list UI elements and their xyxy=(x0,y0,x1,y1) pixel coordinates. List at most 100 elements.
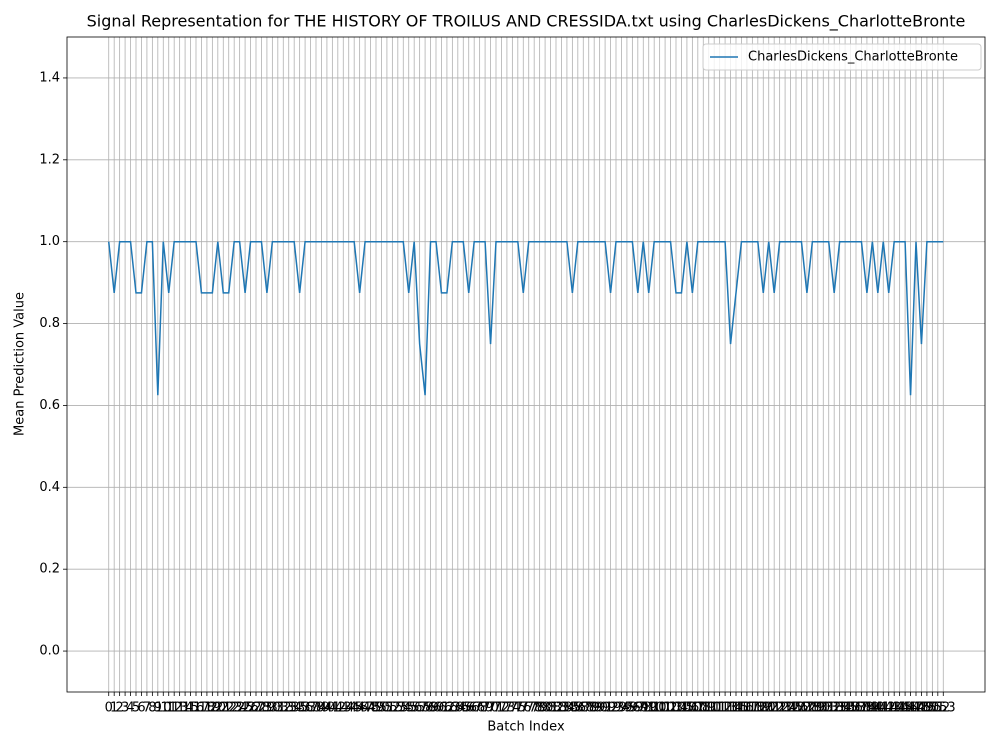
x-tick-label: 42 xyxy=(330,701,347,716)
x-tick-label: 148 xyxy=(904,701,929,716)
x-tick-label: 143 xyxy=(876,701,901,716)
x-tick-label: 121 xyxy=(756,701,781,716)
x-tick-label: 127 xyxy=(789,701,814,716)
x-tick-label: 111 xyxy=(702,701,727,716)
x-tick-label: 145 xyxy=(887,701,912,716)
x-tick-label: 79 xyxy=(531,701,548,716)
x-tick-label: 72 xyxy=(493,701,510,716)
x-tick-label: 81 xyxy=(542,701,559,716)
x-tick-label: 11 xyxy=(160,701,177,716)
x-tick-label: 0 xyxy=(105,701,113,716)
x-tick-label: 130 xyxy=(805,701,830,716)
x-tick-label: 101 xyxy=(647,701,672,716)
x-tick-label: 52 xyxy=(384,701,401,716)
x-tick-label: 27 xyxy=(248,701,265,716)
x-tick-label: 140 xyxy=(860,701,885,716)
y-axis-label: Mean Prediction Value xyxy=(13,292,28,436)
x-tick-label: 74 xyxy=(504,701,521,716)
x-tick-label: 104 xyxy=(664,701,689,716)
x-tick-label: 66 xyxy=(460,701,477,716)
x-tick-label: 149 xyxy=(909,701,934,716)
x-tick-label: 128 xyxy=(794,701,819,716)
x-tick-label: 109 xyxy=(691,701,716,716)
x-tick-label: 39 xyxy=(313,701,330,716)
x-tick-label: 113 xyxy=(713,701,738,716)
x-tick-label: 60 xyxy=(428,701,445,716)
x-tick-label: 56 xyxy=(406,701,423,716)
x-tick-label: 49 xyxy=(368,701,385,716)
x-tick-label: 61 xyxy=(433,701,450,716)
x-tick-label: 92 xyxy=(602,701,619,716)
chart-title: Signal Representation for THE HISTORY OF… xyxy=(87,12,966,32)
x-tick-label: 94 xyxy=(613,701,630,716)
x-tick-label: 58 xyxy=(417,701,434,716)
x-tick-label: 23 xyxy=(226,701,243,716)
x-tick-label: 153 xyxy=(931,701,956,716)
x-tick-label: 76 xyxy=(515,701,532,716)
x-tick-label: 99 xyxy=(640,701,657,716)
x-tick-label: 73 xyxy=(499,701,516,716)
x-tick-label: 30 xyxy=(264,701,281,716)
x-tick-label: 45 xyxy=(346,701,363,716)
x-tick-label: 80 xyxy=(537,701,554,716)
legend-box xyxy=(702,43,982,71)
x-tick-label: 20 xyxy=(210,701,227,716)
x-tick-label: 1 xyxy=(110,701,118,716)
x-tick-label: 136 xyxy=(838,701,863,716)
plot-frame xyxy=(66,36,986,693)
x-tick-label: 18 xyxy=(199,701,216,716)
x-tick-label: 107 xyxy=(680,701,705,716)
x-tick-label: 126 xyxy=(784,701,809,716)
y-tick-label: 0.8 xyxy=(39,316,60,331)
x-tick-label: 103 xyxy=(658,701,683,716)
x-tick-label: 118 xyxy=(740,701,765,716)
x-tick-label: 100 xyxy=(642,701,667,716)
x-tick-label: 93 xyxy=(608,701,625,716)
x-tick-label: 10 xyxy=(155,701,172,716)
x-tick-label: 37 xyxy=(302,701,319,716)
x-tick-label: 146 xyxy=(893,701,918,716)
x-tick-label: 12 xyxy=(166,701,183,716)
x-tick-label: 17 xyxy=(193,701,210,716)
x-tick-label: 32 xyxy=(275,701,292,716)
x-tick-label: 96 xyxy=(624,701,641,716)
y-tick-label: 0.2 xyxy=(39,562,60,577)
x-tick-label: 64 xyxy=(450,701,467,716)
x-tick-label: 54 xyxy=(395,701,412,716)
x-tick-label: 110 xyxy=(696,701,721,716)
x-tick-label: 131 xyxy=(811,701,836,716)
x-tick-label: 95 xyxy=(619,701,636,716)
x-tick-label: 88 xyxy=(580,701,597,716)
x-tick-label: 28 xyxy=(253,701,270,716)
x-tick-label: 91 xyxy=(597,701,614,716)
x-tick-label: 112 xyxy=(707,701,732,716)
x-tick-label: 78 xyxy=(526,701,543,716)
x-tick-label: 134 xyxy=(827,701,852,716)
x-tick-label: 69 xyxy=(477,701,494,716)
x-tick-label: 63 xyxy=(444,701,461,716)
x-tick-label: 108 xyxy=(685,701,710,716)
x-tick-label: 138 xyxy=(849,701,874,716)
x-tick-label: 106 xyxy=(674,701,699,716)
x-tick-label: 13 xyxy=(171,701,188,716)
x-tick-label: 133 xyxy=(822,701,847,716)
x-tick-label: 31 xyxy=(270,701,287,716)
x-tick-label: 135 xyxy=(833,701,858,716)
x-tick-label: 26 xyxy=(242,701,259,716)
x-tick-label: 115 xyxy=(724,701,749,716)
x-tick-label: 6 xyxy=(137,701,145,716)
x-tick-label: 139 xyxy=(854,701,879,716)
x-axis-label: Batch Index xyxy=(487,720,565,735)
x-tick-label: 44 xyxy=(340,701,357,716)
x-tick-label: 46 xyxy=(351,701,368,716)
x-tick-label: 35 xyxy=(291,701,308,716)
x-tick-label: 150 xyxy=(914,701,939,716)
x-tick-label: 114 xyxy=(718,701,743,716)
x-tick-label: 85 xyxy=(564,701,581,716)
x-tick-label: 48 xyxy=(362,701,379,716)
x-tick-label: 25 xyxy=(237,701,254,716)
y-tick-label: 1.0 xyxy=(39,234,60,249)
x-tick-label: 151 xyxy=(920,701,945,716)
